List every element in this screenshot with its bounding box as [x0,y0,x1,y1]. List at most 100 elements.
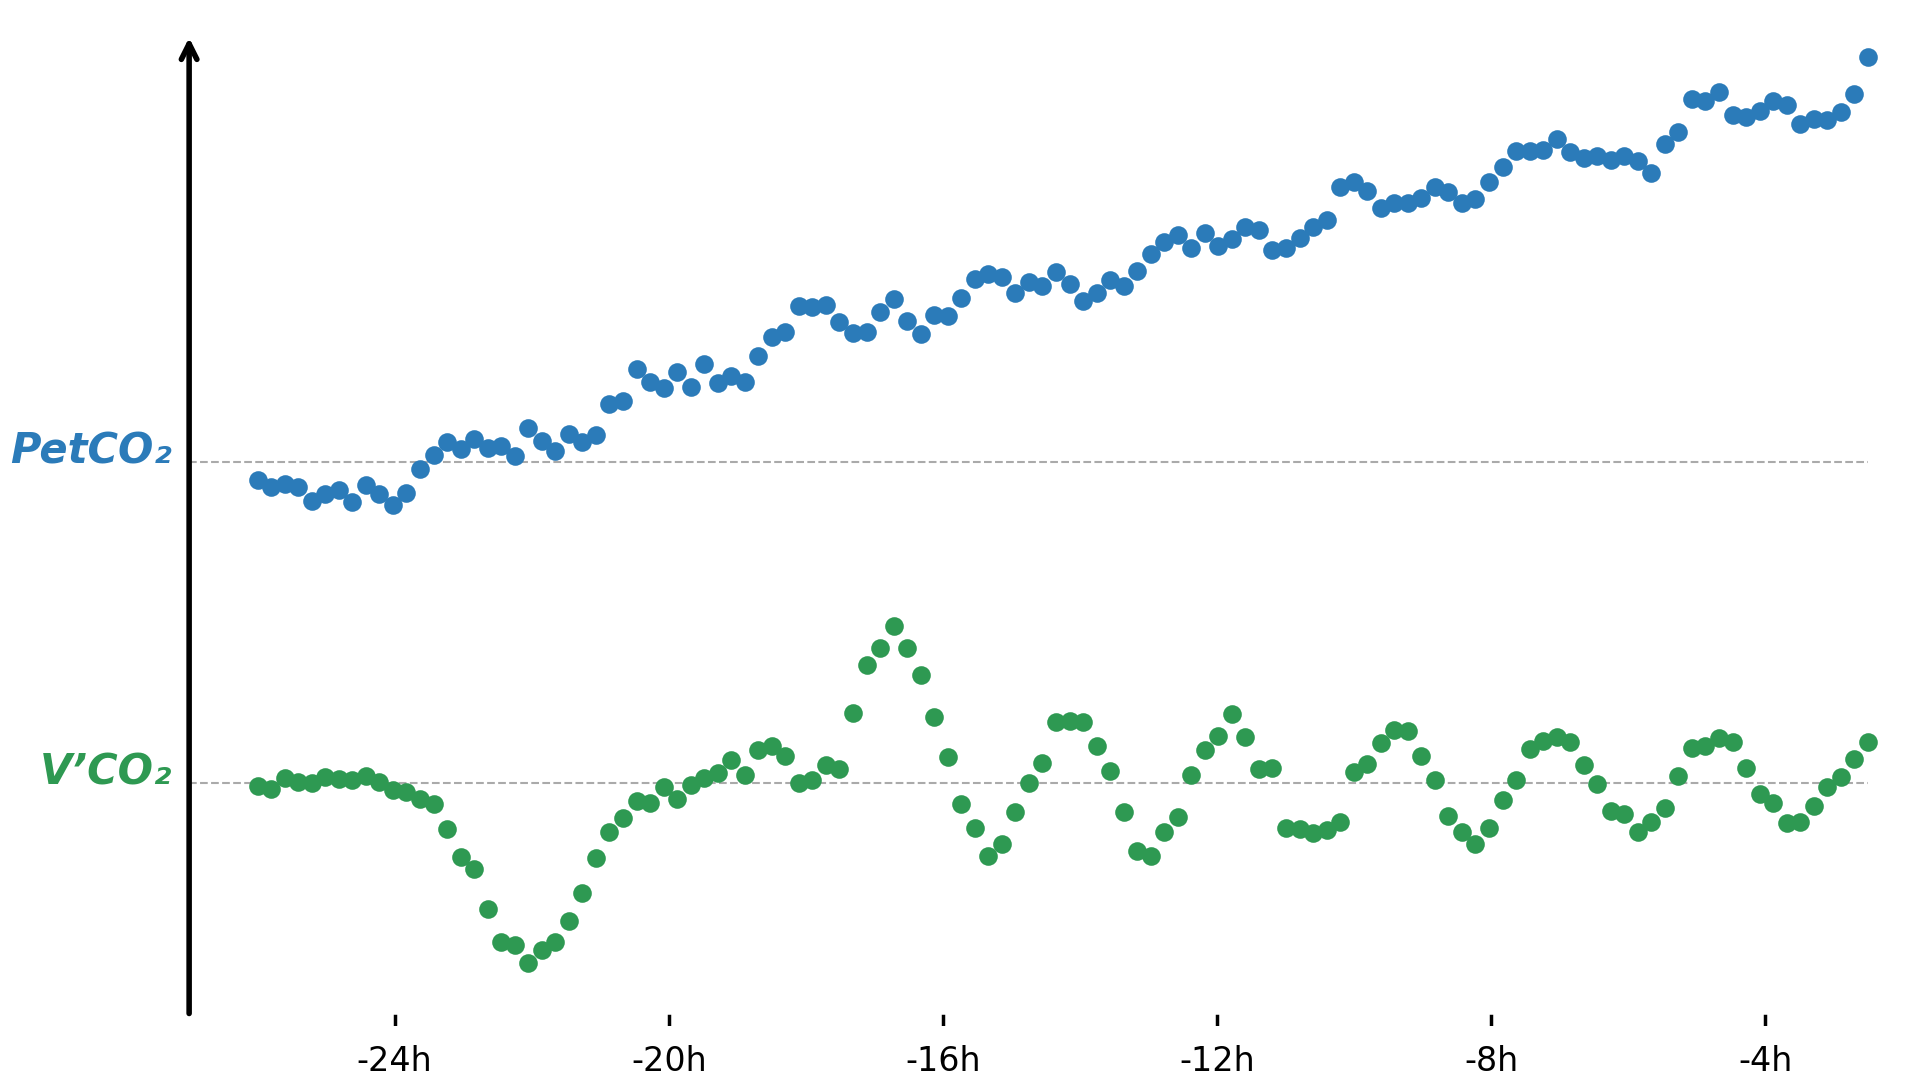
Point [255,781,286,798]
Point [1027,754,1058,771]
Point [1419,771,1450,789]
Text: -20h: -20h [632,1046,707,1079]
Point [1135,246,1165,263]
Point [472,439,503,456]
Point [1338,764,1369,781]
Point [593,395,624,412]
Point [351,476,382,493]
Point [920,709,950,726]
Point [1703,729,1734,747]
Point [960,819,991,836]
Point [1799,797,1830,815]
Point [1068,713,1098,730]
Point [1663,767,1693,784]
Point [1081,737,1112,754]
Point [689,355,720,372]
Point [1488,791,1519,808]
Point [1812,779,1843,796]
Point [607,809,637,827]
Point [1759,93,1789,110]
Point [1799,110,1830,127]
Point [1609,805,1640,822]
Point [1501,142,1532,160]
Point [1542,129,1572,147]
Point [877,290,908,308]
Point [622,360,653,378]
Point [526,433,557,450]
Point [649,380,680,397]
Point [1839,85,1870,103]
Point [730,766,760,783]
Point [1094,762,1125,779]
Point [1759,795,1789,812]
Point [1244,221,1275,238]
Point [1786,814,1816,831]
Point [1636,164,1667,181]
Point [716,367,747,384]
Point [553,913,584,930]
Point [553,425,584,442]
Point [973,848,1004,865]
Point [1609,148,1640,165]
Point [1839,751,1870,768]
Point [1812,111,1843,128]
Point [676,777,707,794]
Point [580,850,611,868]
Point [486,438,516,455]
Point [783,775,814,792]
Point [1081,285,1112,302]
Point [1501,771,1532,789]
Point [1027,277,1058,295]
Point [1690,737,1720,754]
Point [1432,808,1463,825]
Point [756,738,787,755]
Point [810,296,841,313]
Point [351,767,382,784]
Point [877,617,908,634]
Point [1121,262,1152,279]
Point [1204,727,1235,745]
Point [1068,292,1098,310]
Point [851,324,881,341]
Point [1108,803,1139,820]
Point [756,329,787,346]
Point [891,639,922,656]
Point [1826,768,1857,786]
Point [459,431,490,448]
Point [1743,103,1774,120]
Point [419,795,449,812]
Point [837,704,868,721]
Point [378,782,409,800]
Point [255,478,286,495]
Point [365,774,396,791]
Point [486,933,516,951]
Point [1676,740,1707,757]
Point [282,478,313,495]
Point [1135,848,1165,865]
Point [1459,836,1490,853]
Point [1148,233,1179,250]
Point [1636,814,1667,831]
Point [743,741,774,759]
Point [499,937,530,954]
Point [662,790,693,807]
Point [1231,219,1261,236]
Point [1175,766,1206,783]
Point [1569,756,1599,774]
Point [323,770,353,788]
Point [419,447,449,464]
Point [392,783,422,801]
Point [1041,263,1071,281]
Point [987,835,1018,852]
Point [323,481,353,498]
Point [378,496,409,514]
Point [282,773,313,790]
Point [540,933,570,951]
Text: -8h: -8h [1463,1046,1519,1079]
Point [1000,804,1031,821]
Point [1528,732,1559,749]
Point [1217,231,1248,248]
Text: -4h: -4h [1738,1046,1791,1079]
Point [703,374,733,392]
Point [296,775,326,792]
